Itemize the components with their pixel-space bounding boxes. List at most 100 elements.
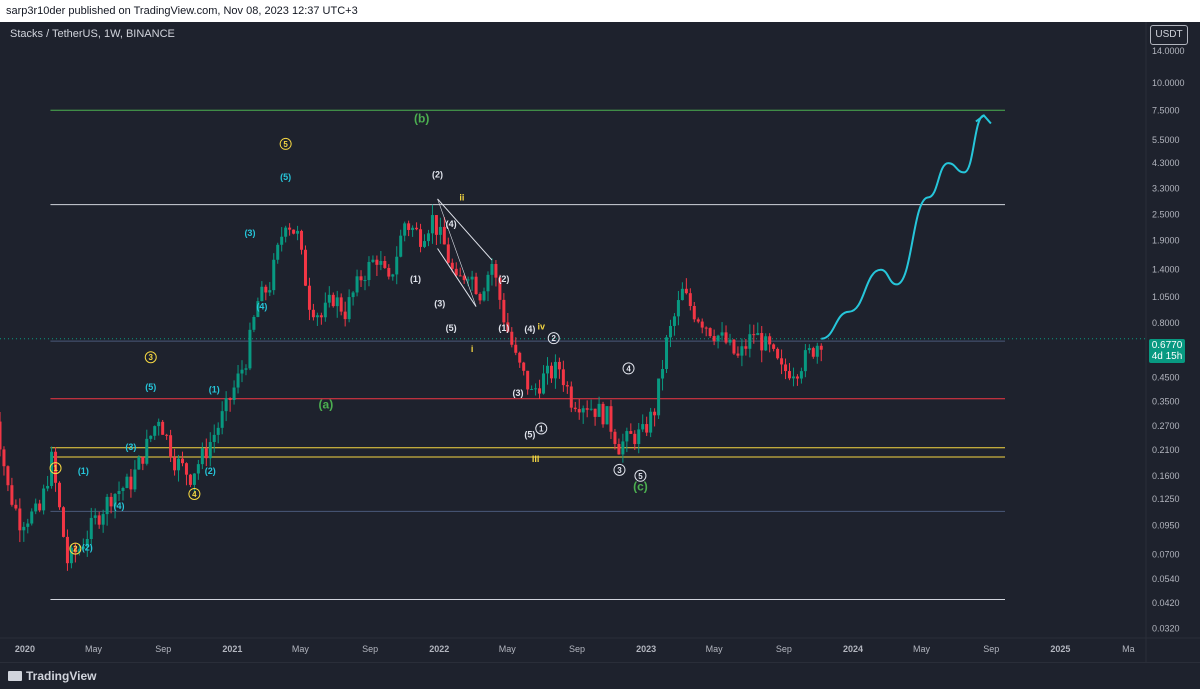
candle-body — [272, 259, 276, 291]
candle-body — [387, 267, 391, 277]
tradingview-logo[interactable]: TradingView — [8, 669, 96, 683]
candle-body — [34, 503, 38, 512]
candle-body — [720, 332, 724, 336]
candle-body — [220, 411, 224, 428]
price-chart[interactable]: 0.0320 0.0420 0.0540 0.0700 0.0950 0.1250 0.16… — [0, 22, 1200, 662]
candle-body — [411, 227, 415, 230]
candle-body — [216, 427, 220, 435]
candle-body — [625, 431, 629, 442]
candle-body — [0, 421, 2, 450]
candle-body — [637, 429, 641, 445]
candle-body — [549, 365, 553, 379]
candle-body — [296, 230, 300, 234]
candle-body — [526, 370, 530, 390]
wave-label: 1 — [53, 464, 58, 473]
wave-label: 4 — [626, 364, 631, 373]
candle-body — [565, 385, 569, 387]
candle-body — [482, 291, 486, 301]
candle-body — [58, 482, 62, 508]
x-tick-label: May — [706, 644, 724, 654]
candle-body — [466, 279, 470, 281]
candle-body — [212, 434, 216, 443]
candle-body — [430, 215, 434, 234]
candle-body — [157, 421, 161, 427]
candle-body — [42, 488, 46, 511]
last-price-value: 0.6770 — [1151, 340, 1183, 351]
x-tick-label: 2024 — [843, 644, 863, 654]
y-tick-label: 0.0420 — [1152, 598, 1180, 608]
candle-body — [613, 431, 617, 445]
candle-body — [744, 346, 748, 349]
candle-body — [784, 364, 788, 372]
candle-body — [815, 345, 819, 357]
wave-label: (1) — [498, 323, 509, 333]
candle-body — [339, 297, 343, 312]
candle-body — [331, 294, 335, 307]
candle-body — [728, 339, 732, 343]
candle-body — [73, 547, 77, 553]
wave-label-circle — [49, 462, 62, 475]
candle-body — [522, 362, 526, 371]
candle-body — [530, 389, 534, 391]
wave-label: (1) — [78, 466, 89, 476]
candle-body — [109, 496, 113, 507]
candle-body — [403, 223, 407, 236]
x-tick-label: Sep — [155, 644, 171, 654]
y-tick-label: 0.3500 — [1152, 396, 1180, 406]
candle-body — [323, 302, 327, 318]
candle-body — [653, 411, 657, 416]
candle-body — [105, 496, 109, 515]
candle-body — [6, 466, 10, 486]
y-tick-label: 14.0000 — [1152, 46, 1185, 56]
candle-body — [426, 233, 430, 242]
candle-body — [442, 226, 446, 245]
candle-body — [423, 241, 427, 247]
candle-body — [407, 223, 411, 230]
x-tick-label: 2020 — [15, 644, 35, 654]
candle-body — [708, 328, 712, 337]
y-tick-label: 0.0700 — [1152, 549, 1180, 559]
candle-body — [780, 358, 784, 365]
candle-body — [232, 387, 236, 400]
candle-body — [303, 249, 307, 286]
y-tick-label: 0.1600 — [1152, 471, 1180, 481]
candle-body — [351, 292, 355, 298]
candle-body — [700, 321, 704, 328]
candle-body — [355, 276, 359, 293]
candle-body — [180, 458, 184, 464]
y-tick-label: 0.0540 — [1152, 574, 1180, 584]
y-tick-label: 0.0320 — [1152, 624, 1180, 634]
wave-label: 3 — [617, 466, 622, 475]
candle-body — [153, 426, 157, 436]
currency-button[interactable]: USDT — [1150, 25, 1188, 45]
candle-body — [300, 230, 304, 250]
candle-body — [292, 229, 296, 234]
chart-area[interactable]: 0.0320 0.0420 0.0540 0.0700 0.0950 0.1250 0.16… — [0, 22, 1200, 662]
candle-body — [2, 449, 6, 467]
candle-body — [494, 264, 498, 278]
candle-body — [65, 536, 69, 564]
candle-body — [359, 276, 363, 281]
candle-body — [760, 333, 764, 351]
candle-body — [510, 331, 514, 345]
candle-body — [641, 424, 645, 430]
y-tick-label: 0.4500 — [1152, 373, 1180, 383]
candle-body — [696, 319, 700, 322]
candle-body — [791, 376, 795, 379]
x-tick-label: May — [292, 644, 310, 654]
candle-body — [22, 526, 26, 531]
wave-label: i — [471, 344, 474, 354]
wave-label: (2) — [498, 274, 509, 284]
wave-label: (4) — [446, 219, 457, 229]
wave-label: (4) — [524, 324, 535, 334]
candle-body — [470, 276, 474, 280]
candle-body — [81, 546, 85, 549]
candle-body — [18, 508, 22, 531]
candle-body — [375, 259, 379, 265]
candle-body — [633, 433, 637, 445]
candle-body — [46, 485, 50, 489]
candle-body — [680, 288, 684, 301]
candle-body — [335, 297, 339, 307]
candle-body — [462, 275, 466, 281]
candle-body — [268, 290, 272, 293]
